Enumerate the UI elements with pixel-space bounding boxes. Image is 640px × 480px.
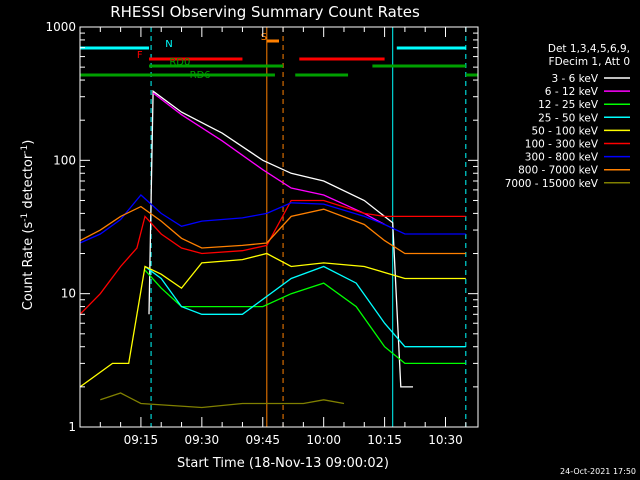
flag-label-rd0: RD0 [169, 57, 190, 68]
y-axis-label-mid: detector [21, 153, 36, 213]
legend-label-50-100-kev: 50 - 100 keV [531, 125, 598, 137]
y-axis-label-sup1: -1 [20, 213, 30, 222]
x-tick-label-1000: 10:00 [306, 433, 341, 447]
x-tick-label-0930: 09:30 [185, 433, 220, 447]
legend-label-25-50-kev: 25 - 50 keV [538, 112, 599, 124]
legend-header-line-1: Det 1,3,4,5,6,9, [548, 43, 630, 55]
legend: Det 1,3,4,5,6,9, FDecim 1, Att 0 3 - 6 k… [505, 43, 630, 190]
series-line-800-7000-kev [79, 205, 466, 255]
flag-label-n: N [165, 39, 172, 50]
legend-label-100-300-kev: 100 - 300 keV [525, 139, 599, 151]
flag-label-f: F [137, 50, 143, 61]
y-tick-label-10: 10 [61, 287, 76, 301]
footer-date: 24-Oct-2021 17:50 [560, 467, 636, 476]
axes: 1 10 100 1000 09:15 09:30 09:45 10:00 10:15 10:30 [45, 20, 479, 447]
y-axis-label-end: ) [21, 140, 36, 145]
y-tick-label-1: 1 [68, 420, 76, 434]
y-axis-label: Count Rate (s-1 detector-1) [20, 140, 36, 311]
legend-label-300-800-kev: 300 - 800 keV [525, 152, 599, 164]
y-axis-label-sup2: -1 [20, 145, 30, 154]
x-tick-label-1015: 10:15 [367, 433, 402, 447]
series-line-7000-15000-kev [100, 392, 345, 409]
x-tick-label-1030: 10:30 [428, 433, 463, 447]
chart-title: RHESSI Observing Summary Count Rates [110, 3, 420, 21]
legend-label-3-6-kev: 3 - 6 keV [551, 73, 598, 85]
legend-label-6-12-kev: 6 - 12 keV [545, 86, 599, 98]
y-tick-label-1000: 1000 [45, 20, 76, 34]
x-tick-label-0915: 09:15 [124, 433, 159, 447]
legend-label-12-25-kev: 12 - 25 keV [538, 99, 599, 111]
x-axis-label: Start Time (18-Nov-13 09:00:02) [177, 456, 389, 471]
series-line-300-800-kev [79, 194, 466, 244]
plot-area [79, 27, 467, 427]
plot-frame [79, 26, 479, 428]
y-tick-label-100: 100 [53, 153, 76, 167]
series-line-50-100-kev [79, 252, 466, 388]
flag-label-rd6: RD6 [190, 70, 211, 81]
legend-label-7000-15000-kev: 7000 - 15000 keV [505, 178, 599, 190]
series-line-6-12-kev [152, 92, 385, 226]
series-line-100-300-kev [79, 199, 466, 315]
series-line-3-6-kev [148, 89, 413, 388]
legend-label-800-7000-kev: 800 - 7000 keV [518, 165, 599, 177]
y-axis-label-main: Count Rate (s [21, 222, 36, 311]
legend-header-line-2: FDecim 1, Att 0 [549, 56, 630, 68]
flag-label-s: S [261, 32, 267, 43]
series-line-25-50-kev [144, 265, 466, 348]
x-tick-label-0945: 09:45 [245, 433, 280, 447]
